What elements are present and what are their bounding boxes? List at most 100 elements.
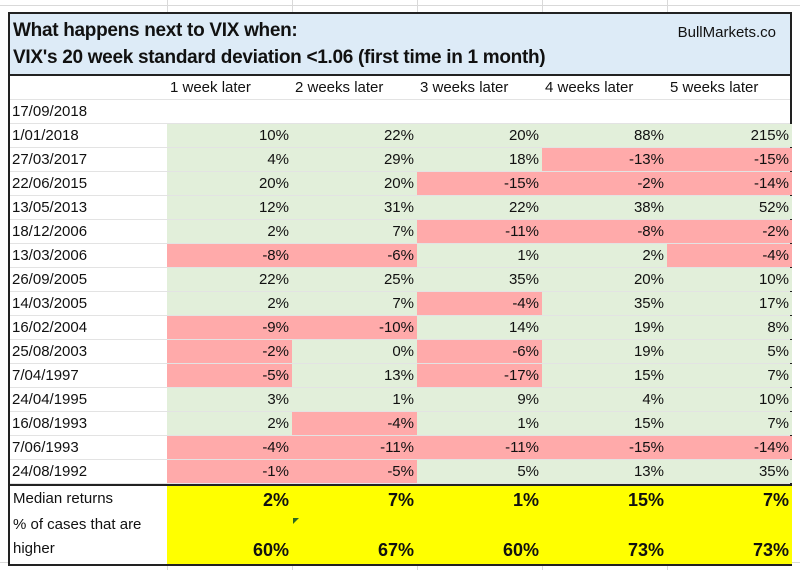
date-cell[interactable]: 16/08/1993: [12, 415, 88, 432]
return-cell[interactable]: 215%: [667, 124, 792, 147]
return-cell[interactable]: 35%: [417, 268, 542, 291]
return-cell[interactable]: 15%: [542, 412, 667, 435]
date-cell[interactable]: 14/03/2005: [12, 295, 88, 312]
return-cell[interactable]: 3%: [167, 388, 292, 411]
return-cell[interactable]: -8%: [542, 220, 667, 243]
return-cell[interactable]: 0%: [292, 340, 417, 363]
return-cell[interactable]: -5%: [167, 364, 292, 387]
return-cell[interactable]: 19%: [542, 340, 667, 363]
column-header[interactable]: 5 weeks later: [670, 79, 759, 96]
return-cell[interactable]: 7%: [667, 412, 792, 435]
return-cell[interactable]: 10%: [667, 388, 792, 411]
return-cell[interactable]: -2%: [542, 172, 667, 195]
return-cell[interactable]: -6%: [417, 340, 542, 363]
column-header[interactable]: 4 weeks later: [545, 79, 634, 96]
return-cell[interactable]: 14%: [417, 316, 542, 339]
return-cell[interactable]: 1%: [417, 412, 542, 435]
return-cell[interactable]: -15%: [417, 172, 542, 195]
return-cell[interactable]: -1%: [167, 460, 292, 483]
summary-cell[interactable]: 15% 73%: [542, 486, 667, 564]
column-header[interactable]: 3 weeks later: [420, 79, 509, 96]
return-cell[interactable]: 9%: [417, 388, 542, 411]
header-corner[interactable]: [10, 76, 167, 99]
return-cell[interactable]: -17%: [417, 364, 542, 387]
return-cell[interactable]: -9%: [167, 316, 292, 339]
return-cell[interactable]: 13%: [292, 364, 417, 387]
summary-cell[interactable]: 2% 60%: [167, 486, 292, 564]
date-cell[interactable]: 7/04/1997: [12, 367, 79, 384]
return-cell[interactable]: 7%: [292, 292, 417, 315]
return-cell[interactable]: 22%: [167, 268, 292, 291]
return-cell[interactable]: 35%: [667, 460, 792, 483]
return-cell[interactable]: 5%: [417, 460, 542, 483]
return-cell[interactable]: -11%: [417, 220, 542, 243]
return-cell[interactable]: 17%: [667, 292, 792, 315]
return-cell[interactable]: 18%: [417, 148, 542, 171]
date-cell[interactable]: 13/03/2006: [12, 247, 88, 264]
date-cell[interactable]: 1/01/2018: [12, 127, 79, 144]
date-cell[interactable]: 13/05/2013: [12, 199, 88, 216]
return-cell[interactable]: 7%: [667, 364, 792, 387]
return-cell[interactable]: 2%: [167, 412, 292, 435]
return-cell[interactable]: 13%: [542, 460, 667, 483]
return-cell[interactable]: -2%: [667, 220, 792, 243]
return-cell[interactable]: 35%: [542, 292, 667, 315]
return-cell[interactable]: 52%: [667, 196, 792, 219]
date-cell[interactable]: 18/12/2006: [12, 223, 88, 240]
return-cell[interactable]: 25%: [292, 268, 417, 291]
empty-cell[interactable]: [167, 100, 292, 123]
current-date-cell[interactable]: 17/09/2018: [12, 103, 88, 120]
empty-cell[interactable]: [667, 100, 792, 123]
summary-cell[interactable]: 1% 60%: [417, 486, 542, 564]
return-cell[interactable]: -4%: [292, 412, 417, 435]
return-cell[interactable]: -14%: [667, 172, 792, 195]
return-cell[interactable]: 5%: [667, 340, 792, 363]
date-cell[interactable]: 7/06/1993: [12, 439, 79, 456]
return-cell[interactable]: 2%: [167, 220, 292, 243]
return-cell[interactable]: -8%: [167, 244, 292, 267]
empty-cell[interactable]: [292, 100, 417, 123]
date-cell[interactable]: 27/03/2017: [12, 151, 88, 168]
return-cell[interactable]: 8%: [667, 316, 792, 339]
return-cell[interactable]: -6%: [292, 244, 417, 267]
date-cell[interactable]: 24/08/1992: [12, 463, 88, 480]
return-cell[interactable]: -5%: [292, 460, 417, 483]
return-cell[interactable]: -10%: [292, 316, 417, 339]
return-cell[interactable]: 10%: [667, 268, 792, 291]
return-cell[interactable]: -11%: [417, 436, 542, 459]
return-cell[interactable]: 22%: [417, 196, 542, 219]
return-cell[interactable]: 4%: [542, 388, 667, 411]
return-cell[interactable]: 38%: [542, 196, 667, 219]
return-cell[interactable]: 1%: [417, 244, 542, 267]
return-cell[interactable]: 20%: [292, 172, 417, 195]
return-cell[interactable]: 20%: [417, 124, 542, 147]
return-cell[interactable]: 7%: [292, 220, 417, 243]
return-cell[interactable]: -11%: [292, 436, 417, 459]
date-cell[interactable]: 24/04/1995: [12, 391, 88, 408]
return-cell[interactable]: 10%: [167, 124, 292, 147]
return-cell[interactable]: 31%: [292, 196, 417, 219]
return-cell[interactable]: 1%: [292, 388, 417, 411]
return-cell[interactable]: 88%: [542, 124, 667, 147]
return-cell[interactable]: -4%: [167, 436, 292, 459]
return-cell[interactable]: -13%: [542, 148, 667, 171]
return-cell[interactable]: 2%: [167, 292, 292, 315]
date-cell[interactable]: 22/06/2015: [12, 175, 88, 192]
summary-cell[interactable]: 7% 67%: [292, 486, 417, 564]
date-cell[interactable]: 25/08/2003: [12, 343, 88, 360]
return-cell[interactable]: -4%: [667, 244, 792, 267]
column-header[interactable]: 2 weeks later: [295, 79, 384, 96]
return-cell[interactable]: 29%: [292, 148, 417, 171]
empty-cell[interactable]: [542, 100, 667, 123]
empty-cell[interactable]: [417, 100, 542, 123]
return-cell[interactable]: -4%: [417, 292, 542, 315]
date-cell[interactable]: 26/09/2005: [12, 271, 88, 288]
summary-cell[interactable]: 7% 73%: [667, 486, 792, 564]
return-cell[interactable]: 15%: [542, 364, 667, 387]
return-cell[interactable]: -15%: [542, 436, 667, 459]
return-cell[interactable]: 22%: [292, 124, 417, 147]
return-cell[interactable]: 2%: [542, 244, 667, 267]
column-header[interactable]: 1 week later: [170, 79, 251, 96]
return-cell[interactable]: -2%: [167, 340, 292, 363]
return-cell[interactable]: 20%: [167, 172, 292, 195]
